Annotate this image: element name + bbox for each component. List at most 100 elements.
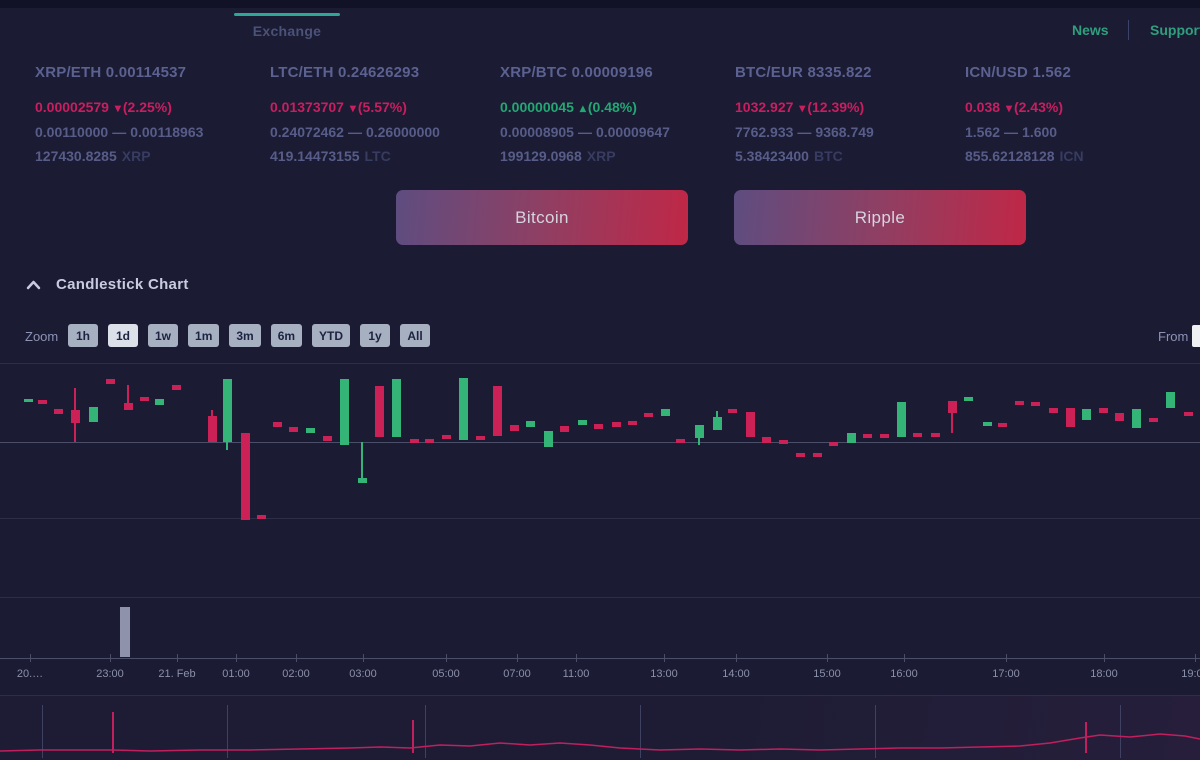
candle-body <box>1082 409 1091 420</box>
ticker-xrp-eth[interactable]: XRP/ETH 0.00114537 0.00002579 ▾ (2.25%) 0… <box>35 64 267 168</box>
candle-body <box>459 378 468 440</box>
x-axis-label: 11:00 <box>562 668 590 680</box>
candle-body <box>713 417 722 430</box>
x-axis-tick <box>904 654 905 662</box>
ticker-range: 0.00110000—0.00118963 <box>35 124 204 140</box>
gridline-horizontal <box>0 442 1200 443</box>
gridline-horizontal <box>0 518 1200 519</box>
candle-body <box>948 401 957 413</box>
x-axis-label: 05:00 <box>432 668 460 680</box>
ticker-xrp-btc[interactable]: XRP/BTC 0.00009196 0.00000045 ▴ (0.48%) 0… <box>500 64 732 168</box>
range-3m[interactable]: 3m <box>229 324 261 347</box>
candle-body <box>544 431 553 447</box>
candle-body <box>340 379 349 445</box>
volume-bar <box>120 607 130 657</box>
candle-body <box>1015 401 1024 405</box>
candle-body <box>392 379 401 437</box>
ticker-btc-eur[interactable]: BTC/EUR 8335.822 1032.927 ▾ (12.39%) 7762… <box>735 64 967 168</box>
candle-wick <box>361 442 363 483</box>
range-ytd[interactable]: YTD <box>312 324 351 347</box>
candle-body <box>140 397 149 401</box>
navigator-gridline <box>1120 705 1121 758</box>
tab-exchange[interactable]: Exchange <box>232 13 342 39</box>
candle-body <box>728 409 737 413</box>
ticker-pair-price: ICN/USD 1.562 <box>965 64 1071 81</box>
candle-body <box>829 442 838 446</box>
candle-body <box>644 413 653 417</box>
candle-body <box>863 434 872 438</box>
range-all[interactable]: All <box>400 324 431 347</box>
candle-body <box>779 440 788 444</box>
x-axis-tick <box>1006 654 1007 662</box>
change-direction-icon: ▾ <box>799 101 806 115</box>
chevron-up-icon[interactable] <box>26 280 41 290</box>
x-axis-tick <box>296 654 297 662</box>
candle-body <box>1166 392 1175 408</box>
gridline-horizontal <box>0 363 1200 364</box>
ticker-volume: 127430.8285 XRP <box>35 148 151 164</box>
candle-body <box>425 439 434 443</box>
top-nav: Exchange News Support <box>0 0 1200 55</box>
candle-body <box>124 403 133 410</box>
ticker-volume: 419.14473155 LTC <box>270 148 391 164</box>
candle-body <box>746 412 755 437</box>
x-axis-label: 21. Feb <box>158 668 196 680</box>
ticker-icn-usd[interactable]: ICN/USD 1.562 0.038 ▾ (2.43%) 1.562—1.600… <box>965 64 1197 168</box>
x-axis-label: 18:00 <box>1090 668 1118 680</box>
x-axis-label: 23:00 <box>96 668 124 680</box>
x-axis-tick <box>827 654 828 662</box>
ticker-range: 1.562—1.600 <box>965 124 1058 140</box>
ticker-range: 0.00008905—0.00009647 <box>500 124 670 140</box>
candle-body <box>241 433 250 520</box>
x-axis-tick <box>446 654 447 662</box>
from-label: From <box>1158 329 1189 344</box>
candle-body <box>628 421 637 425</box>
range-1h[interactable]: 1h <box>68 324 98 347</box>
ticker-change: 0.038 ▾ (2.43%) <box>965 99 1063 115</box>
candle-body <box>560 426 569 432</box>
candle-body <box>931 433 940 437</box>
candle-body <box>89 407 98 422</box>
x-axis-tick <box>1195 654 1196 662</box>
range-1d[interactable]: 1d <box>108 324 138 347</box>
x-axis-tick <box>664 654 665 662</box>
x-axis-label: 02:00 <box>282 668 310 680</box>
x-axis-label: 17:00 <box>992 668 1020 680</box>
ticker-pair-price: BTC/EUR 8335.822 <box>735 64 872 81</box>
ripple-button[interactable]: Ripple <box>734 190 1026 245</box>
tab-exchange-label: Exchange <box>252 23 322 39</box>
x-axis-tick <box>736 654 737 662</box>
navigator-gridline <box>640 705 641 758</box>
from-date-input[interactable] <box>1192 325 1200 347</box>
navigator-spike <box>1085 722 1087 753</box>
news-link[interactable]: News <box>1072 22 1109 38</box>
x-axis-label: 15:00 <box>813 668 841 680</box>
ticker-pair-price: XRP/BTC 0.00009196 <box>500 64 653 81</box>
candle-body <box>661 409 670 416</box>
candle-body <box>1066 408 1075 427</box>
candle-body <box>1149 418 1158 422</box>
ticker-ltc-eth[interactable]: LTC/ETH 0.24626293 0.01373707 ▾ (5.57%) 0… <box>270 64 502 168</box>
candle-body <box>208 416 217 442</box>
range-1m[interactable]: 1m <box>188 324 220 347</box>
candle-body <box>223 379 232 442</box>
change-direction-icon: ▴ <box>579 101 586 115</box>
candle-body <box>1031 402 1040 406</box>
navigator-gridline <box>875 705 876 758</box>
range-selector: 1h 1d 1w 1m 3m 6m YTD 1y All <box>68 324 431 347</box>
candle-body <box>510 425 519 431</box>
candle-body <box>38 400 47 404</box>
range-1y[interactable]: 1y <box>360 324 391 347</box>
bitcoin-button[interactable]: Bitcoin <box>396 190 688 245</box>
candle-body <box>998 423 1007 427</box>
ticker-volume: 5.38423400 BTC <box>735 148 843 164</box>
range-1w[interactable]: 1w <box>148 324 179 347</box>
ticker-volume: 199129.0968 XRP <box>500 148 616 164</box>
candle-body <box>106 379 115 384</box>
candle-body <box>578 420 587 425</box>
support-link[interactable]: Support <box>1150 22 1200 38</box>
x-axis-label: 19:00 <box>1181 668 1200 680</box>
x-axis-label: 07:00 <box>503 668 531 680</box>
range-6m[interactable]: 6m <box>270 324 303 347</box>
